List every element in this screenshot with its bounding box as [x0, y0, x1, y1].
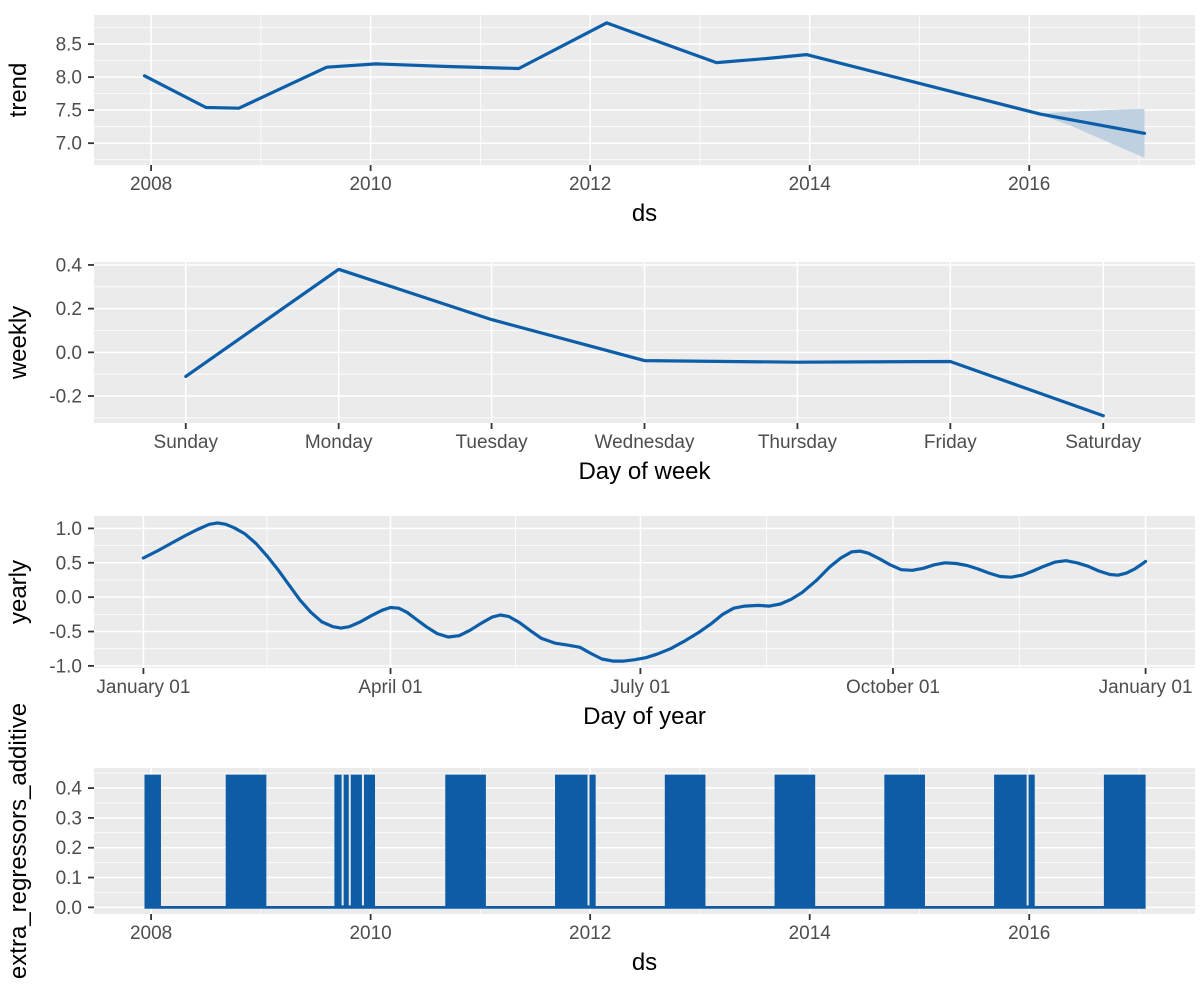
grid-major — [94, 262, 1195, 423]
x-tick-labels: 2008 2010 2012 2014 2016 — [130, 923, 1050, 944]
x-tick-label: 2008 — [130, 174, 172, 195]
y-tick-label: 1.0 — [56, 519, 82, 540]
x-tick-label: Tuesday — [455, 432, 528, 453]
y-tick-label: 7.5 — [56, 101, 82, 122]
regressor-block — [225, 774, 267, 908]
y-axis-title: yearly — [5, 560, 32, 624]
y-tick-labels: 7.0 7.5 8.0 8.5 — [56, 35, 82, 155]
x-tick-label: 2016 — [1008, 174, 1050, 195]
x-tick-label: July 01 — [610, 677, 670, 698]
y-tick-label: -0.2 — [49, 387, 82, 408]
x-axis-title: ds — [632, 200, 657, 227]
y-tick-label: 0.1 — [56, 868, 82, 889]
x-tick-label: January 01 — [1099, 677, 1193, 698]
regressor-block — [664, 774, 706, 908]
x-tick-label: October 01 — [846, 677, 940, 698]
x-tick-labels: 2008 2010 2012 2014 2016 — [130, 174, 1050, 195]
y-tick-label: 7.0 — [56, 134, 82, 155]
x-tick-label: 2016 — [1008, 923, 1050, 944]
y-tick-label: 0.0 — [56, 898, 82, 919]
axis-ticks — [88, 787, 1031, 920]
regressor-block — [884, 774, 925, 908]
regressor-block — [334, 774, 376, 908]
x-tick-label: April 01 — [358, 677, 422, 698]
x-axis-title: ds — [632, 949, 657, 976]
y-axis-title: extra_regressors_additive — [5, 703, 32, 979]
x-tick-label: 2010 — [349, 923, 391, 944]
x-tick-label: Wednesday — [595, 432, 695, 453]
y-tick-label: -0.5 — [49, 622, 82, 643]
y-tick-label: 0.5 — [56, 553, 82, 574]
x-tick-label: 2008 — [130, 923, 172, 944]
regressor-block — [1103, 774, 1146, 908]
x-tick-label: Friday — [924, 432, 977, 453]
regressor-block — [994, 774, 1035, 908]
panel-trend: 2008 2010 2012 2014 2016 7.0 7.5 8.0 8.5 ds trend — [5, 15, 1195, 227]
x-tick-labels: January 01 April 01 July 01 October 01 Janua… — [96, 677, 1192, 698]
x-tick-label: Saturday — [1065, 432, 1142, 453]
regressor-block — [445, 774, 486, 908]
x-tick-label: Thursday — [758, 432, 838, 453]
y-tick-labels: -0.2 0.0 0.2 0.4 — [49, 255, 82, 407]
y-tick-labels: -1.0 -0.5 0.0 0.5 1.0 — [49, 519, 82, 677]
grid-major — [94, 15, 1195, 165]
y-tick-label: 0.2 — [56, 299, 82, 320]
axis-ticks — [88, 264, 1105, 429]
trend-line — [142, 21, 1147, 135]
panel-weekly: Sunday Monday Tuesday Wednesday Thursday Frid… — [5, 255, 1195, 485]
yearly-line — [141, 521, 1148, 663]
x-tick-label: 2012 — [569, 923, 611, 944]
regressor-block — [144, 774, 161, 908]
axis-ticks — [88, 43, 1031, 171]
x-tick-label: 2012 — [569, 174, 611, 195]
regressor-blocks — [144, 774, 1146, 908]
x-tick-label: 2010 — [349, 174, 391, 195]
y-tick-label: 0.2 — [56, 838, 82, 859]
panel-yearly: January 01 April 01 July 01 October 01 Janua… — [5, 516, 1195, 730]
axis-ticks — [88, 527, 1147, 674]
regressor-block — [774, 774, 816, 908]
y-tick-label: -1.0 — [49, 656, 82, 677]
x-tick-labels: Sunday Monday Tuesday Wednesday Thursday Frid… — [154, 432, 1142, 453]
y-tick-label: 0.0 — [56, 343, 82, 364]
x-axis-title: Day of week — [578, 458, 711, 485]
grid-minor — [94, 516, 1195, 668]
y-tick-label: 0.4 — [56, 255, 83, 276]
x-tick-label: 2014 — [789, 923, 832, 944]
y-tick-label: 0.4 — [56, 779, 83, 800]
confidence-band — [1040, 108, 1145, 158]
y-tick-label: 0.0 — [56, 588, 82, 609]
panel-background — [94, 516, 1195, 668]
x-axis-title: Day of year — [583, 703, 706, 730]
grid-minor — [94, 15, 1195, 165]
x-tick-label: Monday — [305, 432, 373, 453]
y-tick-labels: 0.0 0.1 0.2 0.3 0.4 — [56, 779, 83, 919]
y-axis-title: trend — [5, 63, 32, 118]
x-tick-label: Sunday — [154, 432, 219, 453]
x-tick-label: January 01 — [96, 677, 190, 698]
weekly-line — [184, 267, 1105, 418]
y-tick-label: 0.3 — [56, 808, 82, 829]
regressor-block — [555, 774, 596, 908]
y-tick-label: 8.0 — [56, 68, 82, 89]
grid-major — [94, 516, 1195, 668]
panel-extra_regressors_additive: 2008 2010 2012 2014 2016 0.0 0.1 0.2 0.3 0.4 ds ext… — [5, 703, 1195, 979]
y-tick-label: 8.5 — [56, 35, 82, 56]
x-tick-label: 2014 — [789, 174, 832, 195]
y-axis-title: weekly — [5, 306, 32, 380]
